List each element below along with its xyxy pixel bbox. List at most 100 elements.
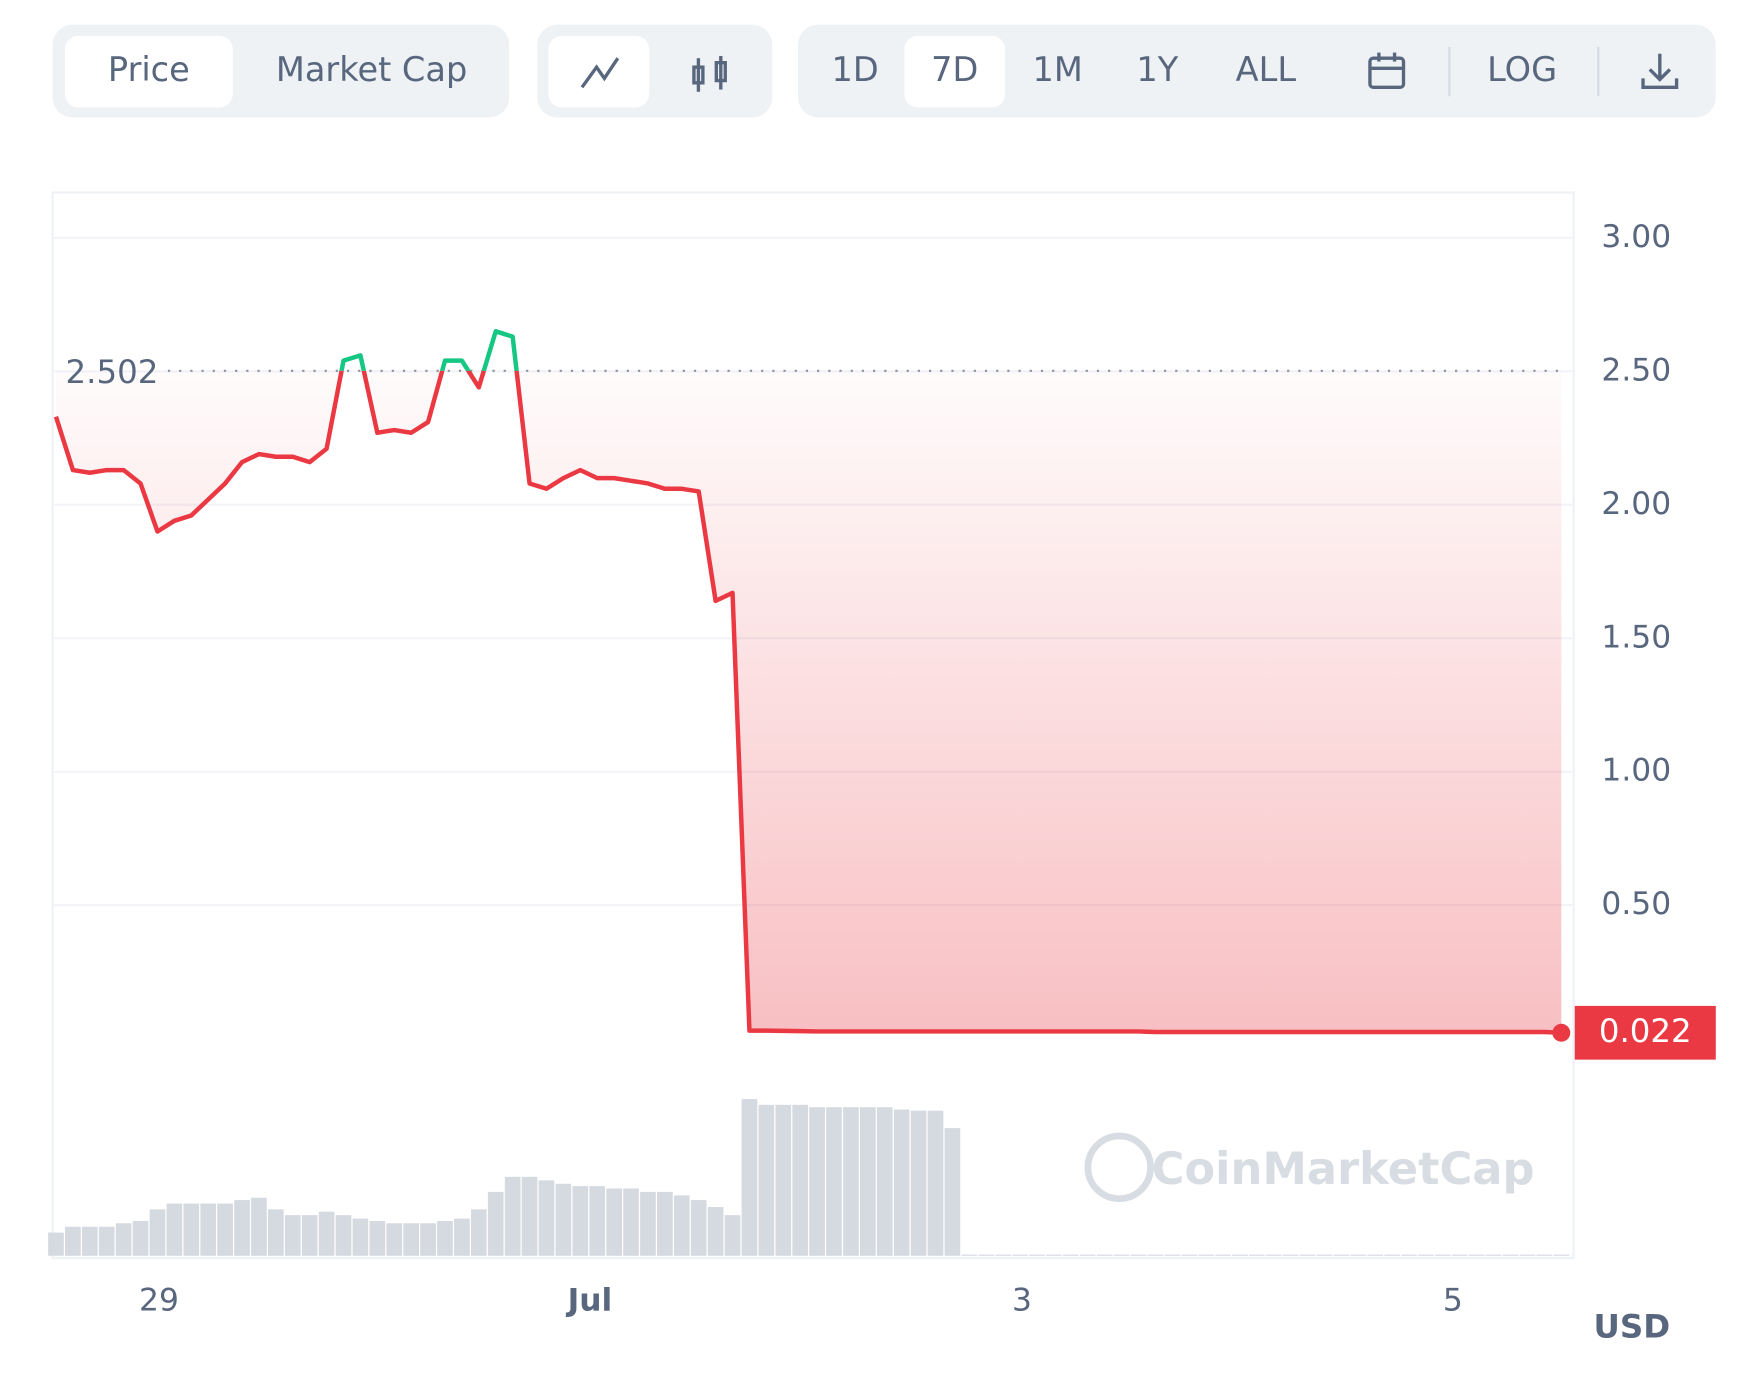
volume-bar [115,1223,132,1256]
calendar-icon[interactable] [1368,52,1406,89]
volume-bar [183,1203,200,1256]
volume-bar [132,1220,149,1256]
volume-bar [268,1209,284,1256]
volume-bar [1215,1254,1231,1256]
volume-bar [741,1099,758,1256]
volume-bar [978,1254,995,1256]
range[interactable]: 1Y [1136,50,1178,89]
y-tick-label: 1.50 [1601,619,1671,655]
volume-bar [572,1186,589,1256]
log-button[interactable]: LOG [1487,50,1557,89]
volume-bar [538,1180,555,1256]
volume-bar [1232,1254,1248,1256]
volume-bar [234,1200,250,1256]
y-tick-label: 3.00 [1601,219,1671,255]
volume-bar [1316,1254,1333,1256]
volume-bar [470,1209,487,1256]
price-tag-label: 0.022 [1599,1012,1692,1050]
volume-bar [98,1226,115,1256]
volume-bar [1519,1254,1536,1256]
baseline-label: 2.502 [65,353,158,391]
line-icon [580,57,620,89]
range-group [798,24,1716,118]
volume-bar [437,1220,453,1256]
volume-bar [1468,1254,1485,1256]
volume-bar [792,1104,809,1256]
volume-bar [1181,1254,1198,1256]
currency: USD [1594,1308,1671,1346]
volume-bar [1485,1254,1502,1256]
volume-bar [352,1218,369,1256]
x-tick-label: 3 [1012,1283,1032,1319]
x-tick-label: 5 [1443,1283,1463,1319]
volume-bar [504,1176,521,1256]
volume-bar [454,1218,470,1256]
volume-bar [521,1176,538,1256]
volume-bar [944,1128,961,1256]
volume-bar [65,1226,81,1256]
range[interactable]: 7D [931,50,978,89]
volume-bar [1282,1254,1299,1256]
watermark-logo [1084,1132,1154,1203]
volume-bar [876,1107,893,1256]
volume-bar [1418,1254,1434,1256]
volume-bar [1435,1254,1451,1256]
range[interactable]: 1D [831,50,878,89]
selected-range [904,35,1006,108]
volume-bar [910,1110,927,1256]
volume-bar [149,1209,166,1256]
volume-bar [606,1188,622,1256]
x-tick-label: 29 [139,1283,179,1319]
volume-bar [1249,1254,1265,1256]
area [55,370,1562,1033]
range[interactable]: ALL [1236,50,1297,89]
volume-bar [1130,1254,1147,1256]
volume-bar [81,1226,98,1256]
volume-bar [1350,1254,1367,1256]
volume-bar [893,1109,910,1256]
volume-bar [1299,1254,1316,1256]
volume-bar [1164,1254,1181,1256]
volume-bar [1029,1254,1045,1256]
volume-bar [640,1191,656,1256]
volume-bar [1012,1254,1028,1256]
volume-bar [555,1183,572,1256]
volume-bar [166,1203,183,1256]
volume-bar [1401,1254,1417,1256]
watermark: CoinMarketCap [1152,1142,1535,1195]
volume-bar [775,1104,792,1256]
volume-bar [284,1215,301,1256]
selected-tab [64,35,233,108]
volume-bar [251,1197,267,1256]
last-point [1552,1023,1571,1042]
volume-bar [690,1200,707,1256]
candle-icon[interactable] [692,55,727,92]
volume-bar [1384,1254,1401,1256]
tab[interactable]: Market Cap [276,50,467,89]
volume-bar [843,1107,859,1256]
volume-bar [623,1188,639,1256]
x-tick-label: Jul [566,1283,613,1319]
volume-bar [1367,1254,1384,1256]
volume-bar [301,1215,318,1256]
plot-frame [51,191,1575,1260]
volume-bar [995,1254,1011,1256]
tab[interactable]: Price [108,50,190,89]
volume-bar [48,1232,64,1256]
volume-bar [589,1186,606,1256]
volume-bar [200,1203,217,1256]
range[interactable]: 1M [1033,50,1083,89]
volume-bar [1046,1254,1062,1256]
volume-bar [1113,1254,1130,1256]
volume-bar [1079,1254,1096,1256]
volume-bar [420,1223,436,1256]
volume-bar [318,1211,335,1256]
volume-bar [1452,1254,1468,1256]
volume-bar [217,1203,233,1256]
volume-bar [487,1191,504,1256]
volume-bar [826,1107,842,1256]
download-icon[interactable] [1641,53,1679,89]
volume-bar [403,1223,419,1256]
volume-bar [673,1195,690,1256]
volume-bar [809,1107,825,1256]
